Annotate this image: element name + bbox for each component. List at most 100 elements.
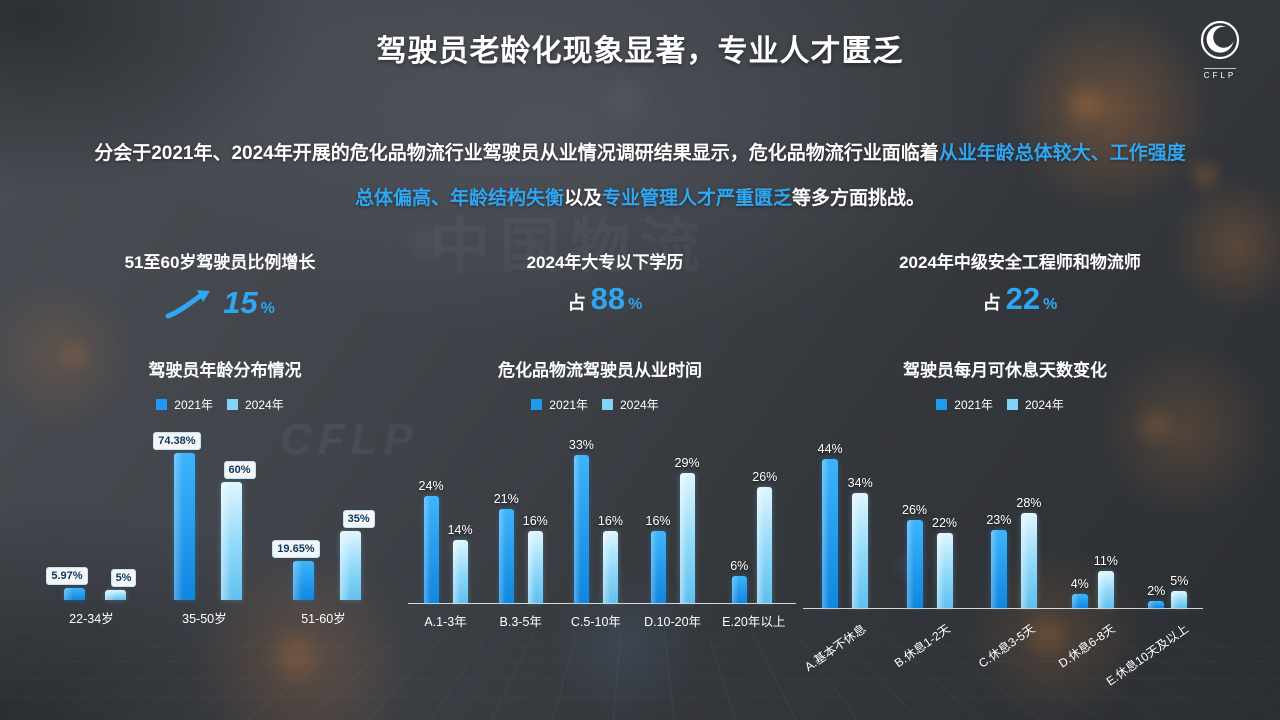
x-axis-line [803, 608, 1203, 609]
legend-label-2024: 2024年 [1025, 398, 1064, 412]
bar-value-label: 35% [342, 509, 375, 528]
category-label: D.休息6-8天 [1055, 621, 1118, 671]
stat-engineers: 2024年中级安全工程师和物流师 占 22% [860, 248, 1180, 315]
chart-title-work-years: 危化品物流驾驶员从业时间 [498, 361, 702, 380]
bar-value-label: 2% [1147, 584, 1166, 599]
bar-2024年 [452, 540, 468, 603]
bar-2024年 [105, 590, 127, 600]
bar-2021年 [573, 455, 589, 603]
intro-highlight-segment: 专业管理人才严重匮乏 [602, 187, 793, 209]
legend-label-2021: 2021年 [549, 398, 588, 412]
stat-prefix: 占 [982, 293, 1001, 313]
bar-value-label: 19.65% [272, 540, 320, 559]
legend-label-2024: 2024年 [620, 398, 659, 412]
category-label: B.3-5年 [499, 615, 542, 629]
cflp-logo: CFLP [1192, 20, 1248, 83]
bar-value-label: 60% [223, 460, 256, 479]
stat-age-growth: 51至60岁驾驶员比例增长 15% [70, 248, 370, 320]
bar-value-label: 26% [752, 469, 778, 484]
bar-value-label: 5.97% [46, 567, 88, 586]
bar-value-label: 16% [522, 514, 548, 529]
bar-2024年 [527, 531, 543, 603]
legend-label-2021: 2021年 [174, 398, 213, 412]
bar-value-label: 24% [418, 478, 444, 493]
stat-title: 51至60岁驾驶员比例增长 [124, 253, 316, 272]
bar-2024年 [1097, 570, 1114, 608]
stat-title: 2024年中级安全工程师和物流师 [899, 253, 1141, 272]
bar-value-label: 26% [902, 502, 928, 517]
legend-swatch-2021 [936, 399, 948, 410]
bar-2021年 [423, 495, 439, 603]
bar-value-label: 14% [447, 523, 473, 538]
category-label: 22-34岁 [69, 612, 114, 626]
stat-title: 2024年大专以下学历 [526, 253, 684, 272]
category-label: 35-50岁 [182, 612, 227, 626]
bar-group: 2% 5% E.休息10天及以上 [1104, 423, 1191, 689]
cflp-logo-icon [1200, 20, 1240, 60]
stat-value: 22 [1005, 281, 1041, 316]
bar-group: 24% 14% A.1-3年 [419, 420, 473, 630]
stat-unit: % [260, 300, 275, 317]
category-label: D.10-20年 [644, 615, 702, 629]
page-title: 驾驶员老龄化现象显著，专业人才匮乏 [376, 35, 904, 68]
intro-text-segment: 分会于2021年、2024年开展的危化品物流行业驾驶员从业情况调研结果显示，危化… [94, 143, 939, 164]
rest-days-chart: 44% 34% A.基本不休息 26% 22% B.休息1-2天 23% 28% C.休息3-5… [802, 423, 1203, 689]
stat-unit: % [1043, 296, 1058, 313]
bar-group: 21% 16% B.3-5年 [494, 420, 548, 630]
bar-value-label: 28% [1016, 495, 1042, 510]
bar-2021年 [650, 531, 666, 603]
bar-value-label: 22% [932, 516, 958, 531]
intro-highlight-segment: 总体偏高、年龄结构失衡 [354, 187, 564, 209]
bar-value-label: 11% [1093, 553, 1118, 568]
bar-2021年 [1071, 594, 1088, 608]
work-years-chart: 24% 14% A.1-3年 21% 16% B.3-5年 33% 16% C.5-10年 16%… [408, 420, 796, 630]
chart-legend: 2021年 2024年 [440, 396, 760, 413]
intro-text-segment: 等多方面挑战。 [792, 187, 926, 209]
chart-title-age-distribution: 驾驶员年龄分布情况 [148, 361, 302, 380]
stat-value: 88 [590, 281, 626, 316]
bar-2024年 [757, 486, 773, 603]
bar-2024年 [852, 492, 869, 608]
stat-unit: % [628, 296, 643, 313]
category-label: C.5-10年 [570, 615, 621, 629]
age-distribution-chart: 5.97% 5% 22-34岁 74.38% 60% 35-50岁 19.65% 35% 51-… [38, 420, 383, 627]
bar-value-label: 33% [568, 438, 594, 453]
bar-group: 74.38% 60% 35-50岁 [153, 420, 256, 627]
bar-2021年 [293, 561, 315, 600]
bar-2024年 [1020, 512, 1037, 608]
bar-2024年 [602, 531, 618, 603]
stat-value: 15 [223, 285, 258, 320]
legend-swatch-2024 [1007, 399, 1018, 410]
legend-swatch-2021 [531, 399, 543, 410]
chart-legend: 2021年 2024年 [60, 396, 390, 413]
legend-label-2024: 2024年 [245, 398, 284, 412]
bar-group: 23% 28% C.休息3-5天 [975, 423, 1042, 671]
bar-2021年 [990, 529, 1007, 608]
bar-group: 26% 22% B.休息1-2天 [892, 423, 958, 670]
bokeh-lights [0, 0, 10, 10]
growth-arrow-icon [165, 290, 211, 319]
bar-value-label: 5% [1170, 574, 1189, 589]
bar-2021年 [1148, 601, 1165, 608]
intro-paragraph: 分会于2021年、2024年开展的危化品物流行业驾驶员从业情况调研结果显示，危化… [80, 132, 1200, 221]
chart-title-rest-days: 驾驶员每月可休息天数变化 [903, 361, 1107, 380]
bar-group: 16% 29% D.10-20年 [644, 420, 701, 630]
bar-group: 6% 26% E.20年以上 [722, 420, 785, 630]
category-label: E.20年以上 [722, 615, 786, 629]
legend-label-2021: 2021年 [954, 398, 993, 412]
legend-swatch-2024 [602, 399, 613, 410]
bar-2024年 [679, 473, 695, 603]
category-label: C.休息3-5天 [975, 621, 1038, 671]
intro-highlight-segment: 从业年龄总体较大、工作强度 [938, 143, 1186, 164]
legend-swatch-2024 [227, 399, 238, 410]
bar-value-label: 34% [847, 475, 873, 490]
bar-2024年 [340, 530, 362, 600]
bar-value-label: 74.38% [153, 432, 201, 451]
bar-group: 4% 11% D.休息6-8天 [1056, 423, 1118, 671]
bar-2021年 [64, 588, 86, 600]
bar-2021年 [822, 458, 839, 608]
bar-value-label: 16% [645, 514, 671, 529]
bar-2021年 [731, 576, 747, 603]
category-label: 51-60岁 [301, 612, 346, 626]
